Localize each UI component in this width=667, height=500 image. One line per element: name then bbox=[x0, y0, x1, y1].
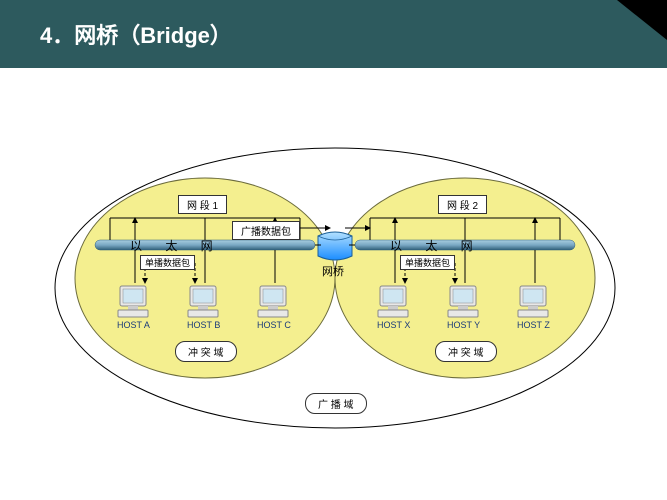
host-x-label: HOST X bbox=[377, 320, 410, 330]
segment2-label: 网 段 2 bbox=[438, 195, 487, 214]
segment1-label: 网 段 1 bbox=[178, 195, 227, 214]
broadcast-packet-label: 广播数据包 bbox=[232, 221, 300, 240]
corner-decoration bbox=[617, 0, 667, 40]
collision-left-label: 冲 突 域 bbox=[175, 341, 237, 362]
host-z-label: HOST Z bbox=[517, 320, 550, 330]
ethernet-left-text: 以 太 网 bbox=[130, 237, 223, 254]
host-x-icon bbox=[378, 286, 408, 317]
host-y-label: HOST Y bbox=[447, 320, 480, 330]
host-c-icon bbox=[258, 286, 288, 317]
host-c-label: HOST C bbox=[257, 320, 291, 330]
host-a-icon bbox=[118, 286, 148, 317]
host-z-icon bbox=[518, 286, 548, 317]
slide-header: 4．网桥（Bridge） bbox=[0, 0, 667, 68]
diagram-svg bbox=[0, 88, 667, 488]
network-diagram: 网 段 1 网 段 2 广播数据包 单播数据包 单播数据包 以 太 网 以 太 … bbox=[0, 88, 667, 488]
host-y-icon bbox=[448, 286, 478, 317]
collision-right-label: 冲 突 域 bbox=[435, 341, 497, 362]
bridge-label: 网桥 bbox=[322, 263, 344, 279]
unicast-right-label: 单播数据包 bbox=[400, 255, 455, 270]
host-a-label: HOST A bbox=[117, 320, 150, 330]
broadcast-domain-label: 广 播 域 bbox=[305, 393, 367, 414]
host-b-label: HOST B bbox=[187, 320, 220, 330]
ethernet-right-text: 以 太 网 bbox=[390, 237, 483, 254]
slide-title: 4．网桥（Bridge） bbox=[40, 23, 232, 48]
bridge-icon bbox=[318, 232, 352, 260]
host-b-icon bbox=[188, 286, 218, 317]
unicast-left-label: 单播数据包 bbox=[140, 255, 195, 270]
